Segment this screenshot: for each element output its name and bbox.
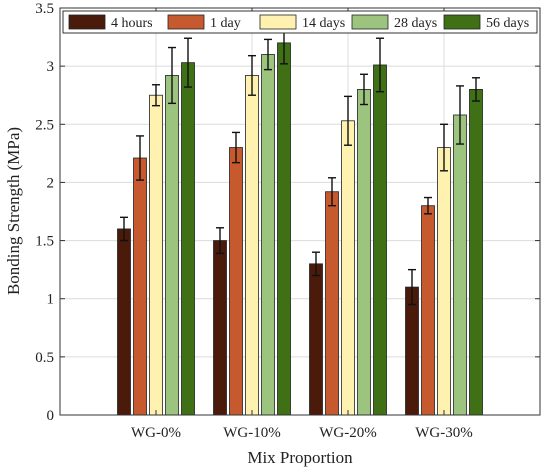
- legend-swatch: [443, 14, 481, 30]
- legend-swatch: [68, 14, 106, 30]
- y-tick-label: 2: [47, 175, 55, 191]
- legend-label: 28 days: [394, 16, 437, 31]
- bar: [277, 42, 291, 416]
- bar: [357, 89, 371, 416]
- y-tick-label: 1: [47, 292, 55, 308]
- x-tick-label: WG-0%: [131, 425, 181, 441]
- y-axis-ticks: 0 0.5 1 1.5 2 2.5 3 3.5: [35, 1, 540, 424]
- legend-label: 4 hours: [111, 16, 153, 31]
- y-tick-label: 2.5: [35, 117, 54, 133]
- legend-label: 14 days: [302, 16, 345, 31]
- error-bars: [120, 21, 480, 306]
- y-tick-label: 3.5: [35, 1, 54, 17]
- bar: [421, 205, 435, 416]
- grid-lines: [60, 7, 540, 416]
- bar: [213, 240, 227, 416]
- bar: [117, 228, 131, 416]
- x-tick-label: WG-20%: [319, 425, 376, 441]
- bar: [341, 120, 355, 416]
- bar: [325, 191, 339, 416]
- y-axis-title: Bonding Strength (MPa): [4, 127, 23, 295]
- bar: [261, 54, 275, 416]
- x-axis-title: Mix Proportion: [247, 448, 353, 467]
- plot-frame: [59, 7, 541, 416]
- x-tick-label: WG-10%: [223, 425, 280, 441]
- legend: 4 hours 1 day 14 days 28 days 56 days: [62, 10, 538, 34]
- bar: [453, 114, 467, 416]
- bars: [117, 42, 483, 416]
- legend-swatch: [259, 14, 297, 30]
- bar: [181, 62, 195, 416]
- bar: [165, 75, 179, 416]
- bar: [149, 94, 163, 416]
- y-tick-label: 1.5: [35, 234, 54, 250]
- bar: [133, 157, 147, 416]
- y-tick-label: 0.5: [35, 350, 54, 366]
- bar: [309, 263, 323, 416]
- legend-swatch: [351, 14, 389, 30]
- legend-label: 56 days: [486, 16, 529, 31]
- bar: [229, 147, 243, 416]
- bar: [405, 286, 419, 416]
- y-tick-label: 0: [47, 408, 55, 424]
- bar: [437, 147, 451, 416]
- x-tick-label: WG-30%: [415, 425, 472, 441]
- y-tick-label: 3: [47, 59, 55, 75]
- bar: [373, 64, 387, 416]
- legend-label: 1 day: [210, 16, 241, 31]
- bar: [469, 89, 483, 416]
- legend-swatch: [167, 14, 205, 30]
- x-axis-ticks: WG-0% WG-10% WG-20% WG-30%: [131, 8, 473, 441]
- bar: [245, 75, 259, 416]
